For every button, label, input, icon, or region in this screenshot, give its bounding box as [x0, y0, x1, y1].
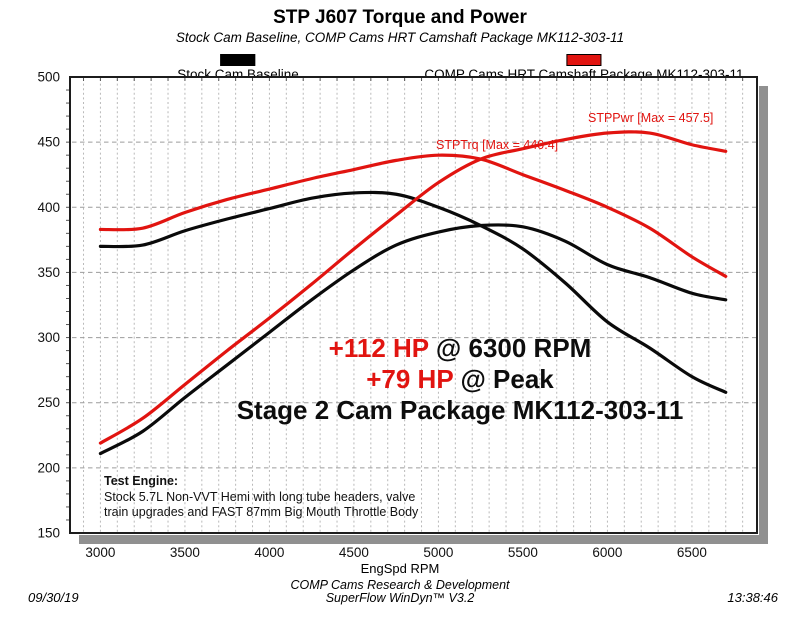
gain-line-peak: +79 HP @ Peak [210, 364, 710, 395]
chart-title: STP J607 Torque and Power [273, 7, 527, 28]
svg-text:500: 500 [37, 70, 60, 85]
x-axis-title: EngSpd RPM [360, 561, 440, 576]
chart-subtitle: Stock Cam Baseline, COMP Cams HRT Camsha… [175, 30, 625, 45]
curve-label-stptrq-max: STPTrq [Max = 440.4] [436, 138, 559, 152]
svg-text:5500: 5500 [508, 545, 538, 560]
legend-swatch-stock [220, 54, 256, 66]
svg-text:350: 350 [37, 265, 60, 280]
gain-hp-6300: +112 HP [328, 333, 429, 363]
svg-text:5000: 5000 [423, 545, 453, 560]
svg-text:6000: 6000 [592, 545, 622, 560]
gain-rpm-6300: @ 6300 RPM [428, 333, 592, 363]
svg-text:200: 200 [37, 460, 60, 475]
footer-software: SuperFlow WinDyn™ V3.2 [325, 591, 475, 605]
footer-date: 09/30/19 [28, 590, 79, 605]
legend-swatch-comp-cams [566, 54, 602, 66]
curve-label-stppwr-max: STPPwr [Max = 457.5] [588, 111, 714, 125]
test-engine-line2: train upgrades and FAST 87mm Big Mouth T… [104, 505, 419, 519]
test-engine-line1: Stock 5.7L Non-VVT Hemi with long tube h… [104, 489, 416, 504]
svg-text:4000: 4000 [254, 545, 284, 560]
gain-peak-label: @ Peak [453, 364, 554, 394]
gain-annotations: +112 HP @ 6300 RPM +79 HP @ Peak Stage 2… [210, 333, 710, 426]
svg-text:250: 250 [37, 395, 60, 410]
svg-text:150: 150 [37, 526, 60, 541]
package-name: Stage 2 Cam Package MK112-303-11 [236, 395, 684, 425]
svg-text:3000: 3000 [85, 545, 115, 560]
footer-org: COMP Cams Research & Development [290, 578, 510, 592]
footer-time: 13:38:46 [727, 590, 778, 605]
test-engine-heading: Test Engine: [104, 474, 179, 488]
svg-text:3500: 3500 [170, 545, 200, 560]
svg-text:450: 450 [37, 135, 60, 150]
gain-line-6300rpm: +112 HP @ 6300 RPM [210, 333, 710, 364]
svg-text:400: 400 [37, 200, 60, 215]
svg-text:300: 300 [37, 330, 60, 345]
gain-hp-peak: +79 HP [366, 364, 454, 394]
svg-text:4500: 4500 [339, 545, 369, 560]
svg-text:6500: 6500 [677, 545, 707, 560]
test-engine-note: Test Engine: Stock 5.7L Non-VVT Hemi wit… [104, 474, 418, 521]
